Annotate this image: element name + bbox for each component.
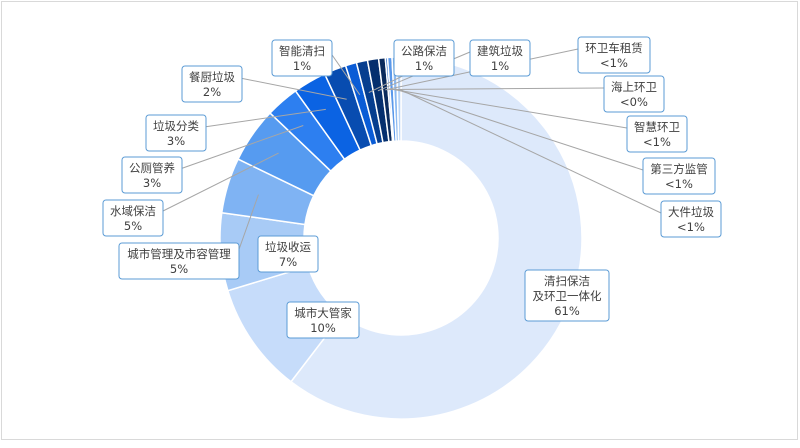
slice-percent-label: <0% xyxy=(620,95,648,109)
leader-line xyxy=(388,87,605,90)
slice-label: 海上环卫<0% xyxy=(603,75,665,113)
slice-category-label: 公厕管养 xyxy=(129,161,175,175)
slice-percent-label: 61% xyxy=(554,304,580,318)
slice-percent-label: 1% xyxy=(491,59,509,73)
leader-line xyxy=(395,88,644,171)
label-box xyxy=(271,39,333,77)
label-box xyxy=(660,200,722,238)
slice-category-label: 大件垃圾 xyxy=(668,205,714,219)
slice-category-label: 建筑垃圾 xyxy=(477,44,523,58)
label-box xyxy=(393,39,455,77)
slice-label: 智慧环卫<1% xyxy=(626,115,688,153)
label-box xyxy=(642,157,716,195)
slice-percent-label: 5% xyxy=(170,262,188,276)
label-box xyxy=(603,75,665,113)
slice-percent-label: <1% xyxy=(600,56,628,70)
slice-percent-label: 3% xyxy=(167,134,185,148)
slice-percent-label: 1% xyxy=(415,59,433,73)
label-box xyxy=(181,65,243,103)
slice-category-label: 城市大管家 xyxy=(294,306,352,320)
slice-category-label: 第三方监管 xyxy=(650,162,708,176)
slice-label: 大件垃圾<1% xyxy=(660,200,722,238)
slice-category-label: 海上环卫 xyxy=(611,80,657,94)
label-box xyxy=(469,39,531,77)
leader-line xyxy=(239,77,347,100)
slice-percent-label: <1% xyxy=(643,135,671,149)
slice-percent-label: 7% xyxy=(279,255,297,269)
slice-category-label: 餐厨垃圾 xyxy=(189,70,235,84)
slice-label: 环卫车租赁<1% xyxy=(577,36,651,74)
leader-line xyxy=(391,88,628,129)
slice-label: 第三方监管<1% xyxy=(642,157,716,195)
leader-line xyxy=(398,88,662,214)
slice-category-label: 清扫保洁 xyxy=(544,274,590,288)
slice-category-label: 城市管理及市容管理 xyxy=(127,247,231,261)
slice-category-label: 水域保洁 xyxy=(110,204,156,218)
pie-slice xyxy=(289,56,583,420)
slice-category-label: 垃圾分类 xyxy=(153,119,199,133)
slice-category-label: 及环卫一体化 xyxy=(533,289,602,303)
leader-line xyxy=(329,51,361,96)
slice-category-label: 公路保洁 xyxy=(401,44,447,58)
label-box xyxy=(118,242,240,280)
leader-line xyxy=(179,125,304,170)
slice-percent-label: <1% xyxy=(677,220,705,234)
label-box xyxy=(145,114,207,152)
leader-line xyxy=(160,152,279,213)
slice-percent-label: 10% xyxy=(310,321,336,335)
slice-category-label: 智能清扫 xyxy=(279,44,325,58)
slice-percent-label: 1% xyxy=(293,59,311,73)
leader-line xyxy=(236,194,259,256)
label-box xyxy=(121,156,183,194)
slice-percent-label: 5% xyxy=(124,219,142,233)
slice-category-label: 环卫车租赁 xyxy=(585,41,643,55)
slice-percent-label: 3% xyxy=(143,176,161,190)
slice-percent-label: 2% xyxy=(203,85,221,99)
label-box xyxy=(102,199,164,237)
slice-percent-label: <1% xyxy=(665,177,693,191)
label-box xyxy=(257,235,319,273)
slice-category-label: 垃圾收运 xyxy=(265,240,311,254)
leader-line xyxy=(203,108,326,128)
label-box xyxy=(286,301,360,339)
label-box xyxy=(626,115,688,153)
label-box xyxy=(524,269,610,322)
label-box xyxy=(577,36,651,74)
slice-category-label: 智慧环卫 xyxy=(634,120,680,134)
